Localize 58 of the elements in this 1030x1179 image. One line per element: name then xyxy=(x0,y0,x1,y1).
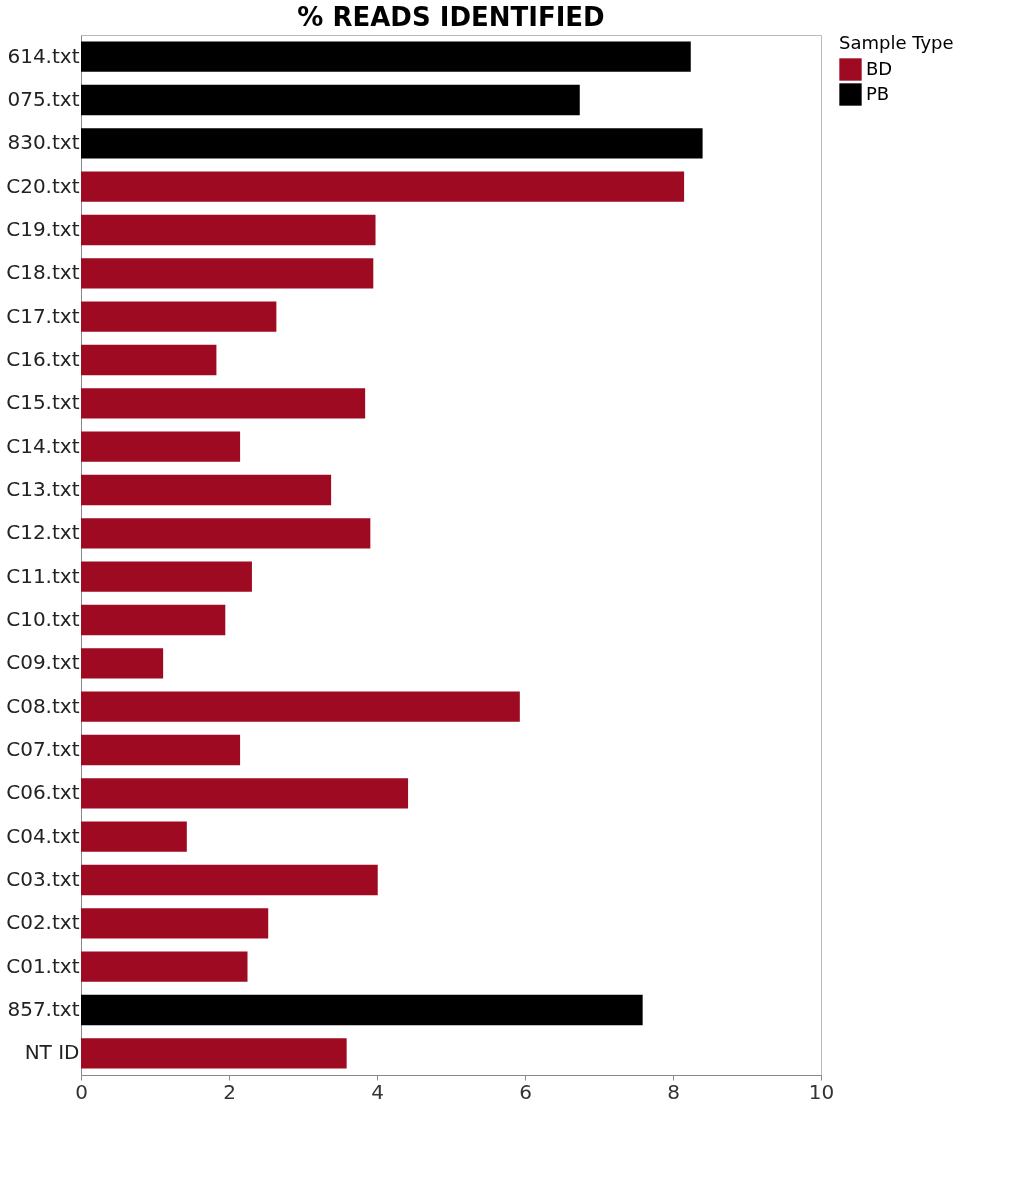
bar xyxy=(81,474,332,506)
bar xyxy=(81,691,520,722)
bar xyxy=(81,388,366,419)
y-tick-label: NT ID xyxy=(24,1040,80,1065)
bar xyxy=(81,604,226,636)
bar xyxy=(81,1038,347,1069)
bar xyxy=(81,301,277,332)
y-tick-label: C01.txt xyxy=(6,953,80,978)
bar xyxy=(81,908,269,939)
y-tick-label: C14.txt xyxy=(6,433,80,458)
x-tick-label: 0 xyxy=(75,1079,88,1104)
y-tick-label: C03.txt xyxy=(6,867,80,891)
y-tick-label: 830.txt xyxy=(7,130,80,155)
legend-label: PB xyxy=(866,82,890,104)
x-tick-label: 6 xyxy=(519,1079,532,1104)
y-tick-label: C07.txt xyxy=(6,737,80,761)
bar xyxy=(81,258,374,289)
bar xyxy=(81,778,409,809)
x-tick-label: 4 xyxy=(371,1079,384,1104)
bar xyxy=(81,561,252,592)
y-tick-label: 614.txt xyxy=(7,43,80,68)
y-tick-label: 857.txt xyxy=(7,997,80,1021)
y-tick-label: C02.txt xyxy=(6,910,80,935)
bar xyxy=(81,128,703,159)
bar xyxy=(81,431,241,462)
y-tick-label: C04.txt xyxy=(6,823,80,848)
bar xyxy=(81,344,217,376)
bar xyxy=(81,951,248,982)
x-tick-label: 10 xyxy=(808,1079,835,1104)
y-tick-label: C20.txt xyxy=(6,173,80,198)
chart-title: % READS IDENTIFIED xyxy=(297,2,605,32)
x-tick-label: 8 xyxy=(667,1079,680,1104)
y-tick-label: C06.txt xyxy=(6,780,80,805)
bar xyxy=(81,734,241,766)
legend-title: Sample Type xyxy=(839,32,954,53)
y-tick-label: C18.txt xyxy=(6,260,80,285)
y-tick-label: 075.txt xyxy=(7,87,80,111)
x-tick-label: 2 xyxy=(223,1079,236,1104)
y-tick-label: C15.txt xyxy=(6,390,80,415)
y-tick-label: C17.txt xyxy=(6,303,80,328)
bar xyxy=(81,84,580,116)
bar xyxy=(81,864,378,896)
bar xyxy=(81,648,164,679)
legend-label: BD xyxy=(866,57,893,79)
bar xyxy=(81,41,691,72)
y-tick-label: C16.txt xyxy=(6,347,80,371)
bar xyxy=(81,821,187,852)
bar xyxy=(81,171,685,202)
bar xyxy=(81,518,371,549)
y-tick-label: C11.txt xyxy=(6,563,80,588)
y-tick-label: C10.txt xyxy=(6,607,80,631)
bar xyxy=(81,214,376,246)
y-tick-label: C08.txt xyxy=(6,693,80,718)
y-tick-label: C12.txt xyxy=(6,520,80,545)
y-tick-label: C19.txt xyxy=(6,217,80,241)
y-tick-label: C09.txt xyxy=(6,650,80,675)
bar xyxy=(81,994,643,1026)
y-tick-label: C13.txt xyxy=(6,477,80,501)
